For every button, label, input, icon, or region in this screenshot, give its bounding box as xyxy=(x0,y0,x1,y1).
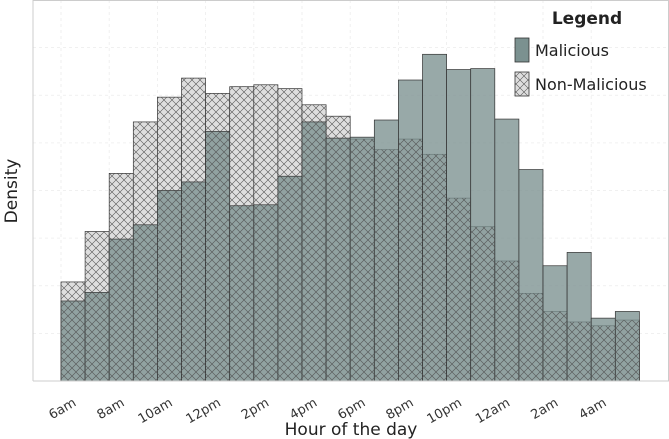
x-tick-label-2pm: 2pm xyxy=(239,395,272,423)
bar-overlap-hatch-10pm xyxy=(446,198,471,381)
y-axis-label: Density xyxy=(2,159,22,224)
bar-overlap-hatch-12pm xyxy=(205,131,230,381)
bar-overlap-hatch-2am xyxy=(543,311,568,381)
bar-overlap-hatch-1am xyxy=(518,293,543,381)
x-tick-label-8am: 8am xyxy=(95,395,128,422)
bar-overlap-hatch-3am xyxy=(567,321,592,381)
bar-overlap-hatch-5am xyxy=(615,320,640,381)
x-tick-label-10pm: 10pm xyxy=(425,395,465,427)
legend-label-non-malicious: Non-Malicious xyxy=(535,75,647,94)
x-tick-label-10am: 10am xyxy=(136,395,176,427)
bar-overlap-hatch-5pm xyxy=(326,138,351,381)
legend-title: Legend xyxy=(552,9,622,29)
x-tick-label-8pm: 8pm xyxy=(384,395,417,423)
bar-overlap-hatch-7am xyxy=(85,292,110,381)
bar-overlap-hatch-3pm xyxy=(277,176,302,381)
x-tick-label-4pm: 4pm xyxy=(287,395,320,423)
legend-swatch-non-malicious-hatch xyxy=(515,72,529,96)
bar-overlap-hatch-12am xyxy=(494,260,519,381)
bar-overlap-hatch-6am xyxy=(61,300,86,381)
bar-overlap-hatch-11am xyxy=(181,181,206,381)
bar-overlap-hatch-4am xyxy=(591,325,616,381)
bar-overlap-hatch-8pm xyxy=(398,139,423,381)
bar-overlap-hatch-9pm xyxy=(422,154,447,381)
legend-label-malicious: Malicious xyxy=(535,41,609,60)
overlap-hatch-bars xyxy=(61,121,640,382)
bar-overlap-hatch-8am xyxy=(109,239,134,381)
bar-overlap-hatch-2pm xyxy=(253,204,278,381)
legend: Legend Malicious Non-Malicious xyxy=(514,9,647,97)
legend-swatch-malicious xyxy=(514,37,530,63)
bar-overlap-hatch-7pm xyxy=(374,149,399,381)
x-axis-label: Hour of the day xyxy=(285,420,418,439)
bar-overlap-hatch-4pm xyxy=(302,121,327,382)
x-tick-label-2am: 2am xyxy=(528,395,561,422)
bar-overlap-hatch-1pm xyxy=(229,205,254,381)
x-tick-label-6am: 6am xyxy=(46,395,79,422)
bar-overlap-hatch-11pm xyxy=(470,226,495,381)
x-tick-label-12pm: 12pm xyxy=(184,395,224,427)
bar-overlap-hatch-9am xyxy=(133,224,158,381)
x-tick-label-4am: 4am xyxy=(577,395,610,422)
x-tick-label-6pm: 6pm xyxy=(335,395,368,423)
bar-overlap-hatch-10am xyxy=(157,190,182,381)
bar-overlap-hatch-6pm xyxy=(350,139,375,381)
x-tick-label-12am: 12am xyxy=(473,395,513,427)
